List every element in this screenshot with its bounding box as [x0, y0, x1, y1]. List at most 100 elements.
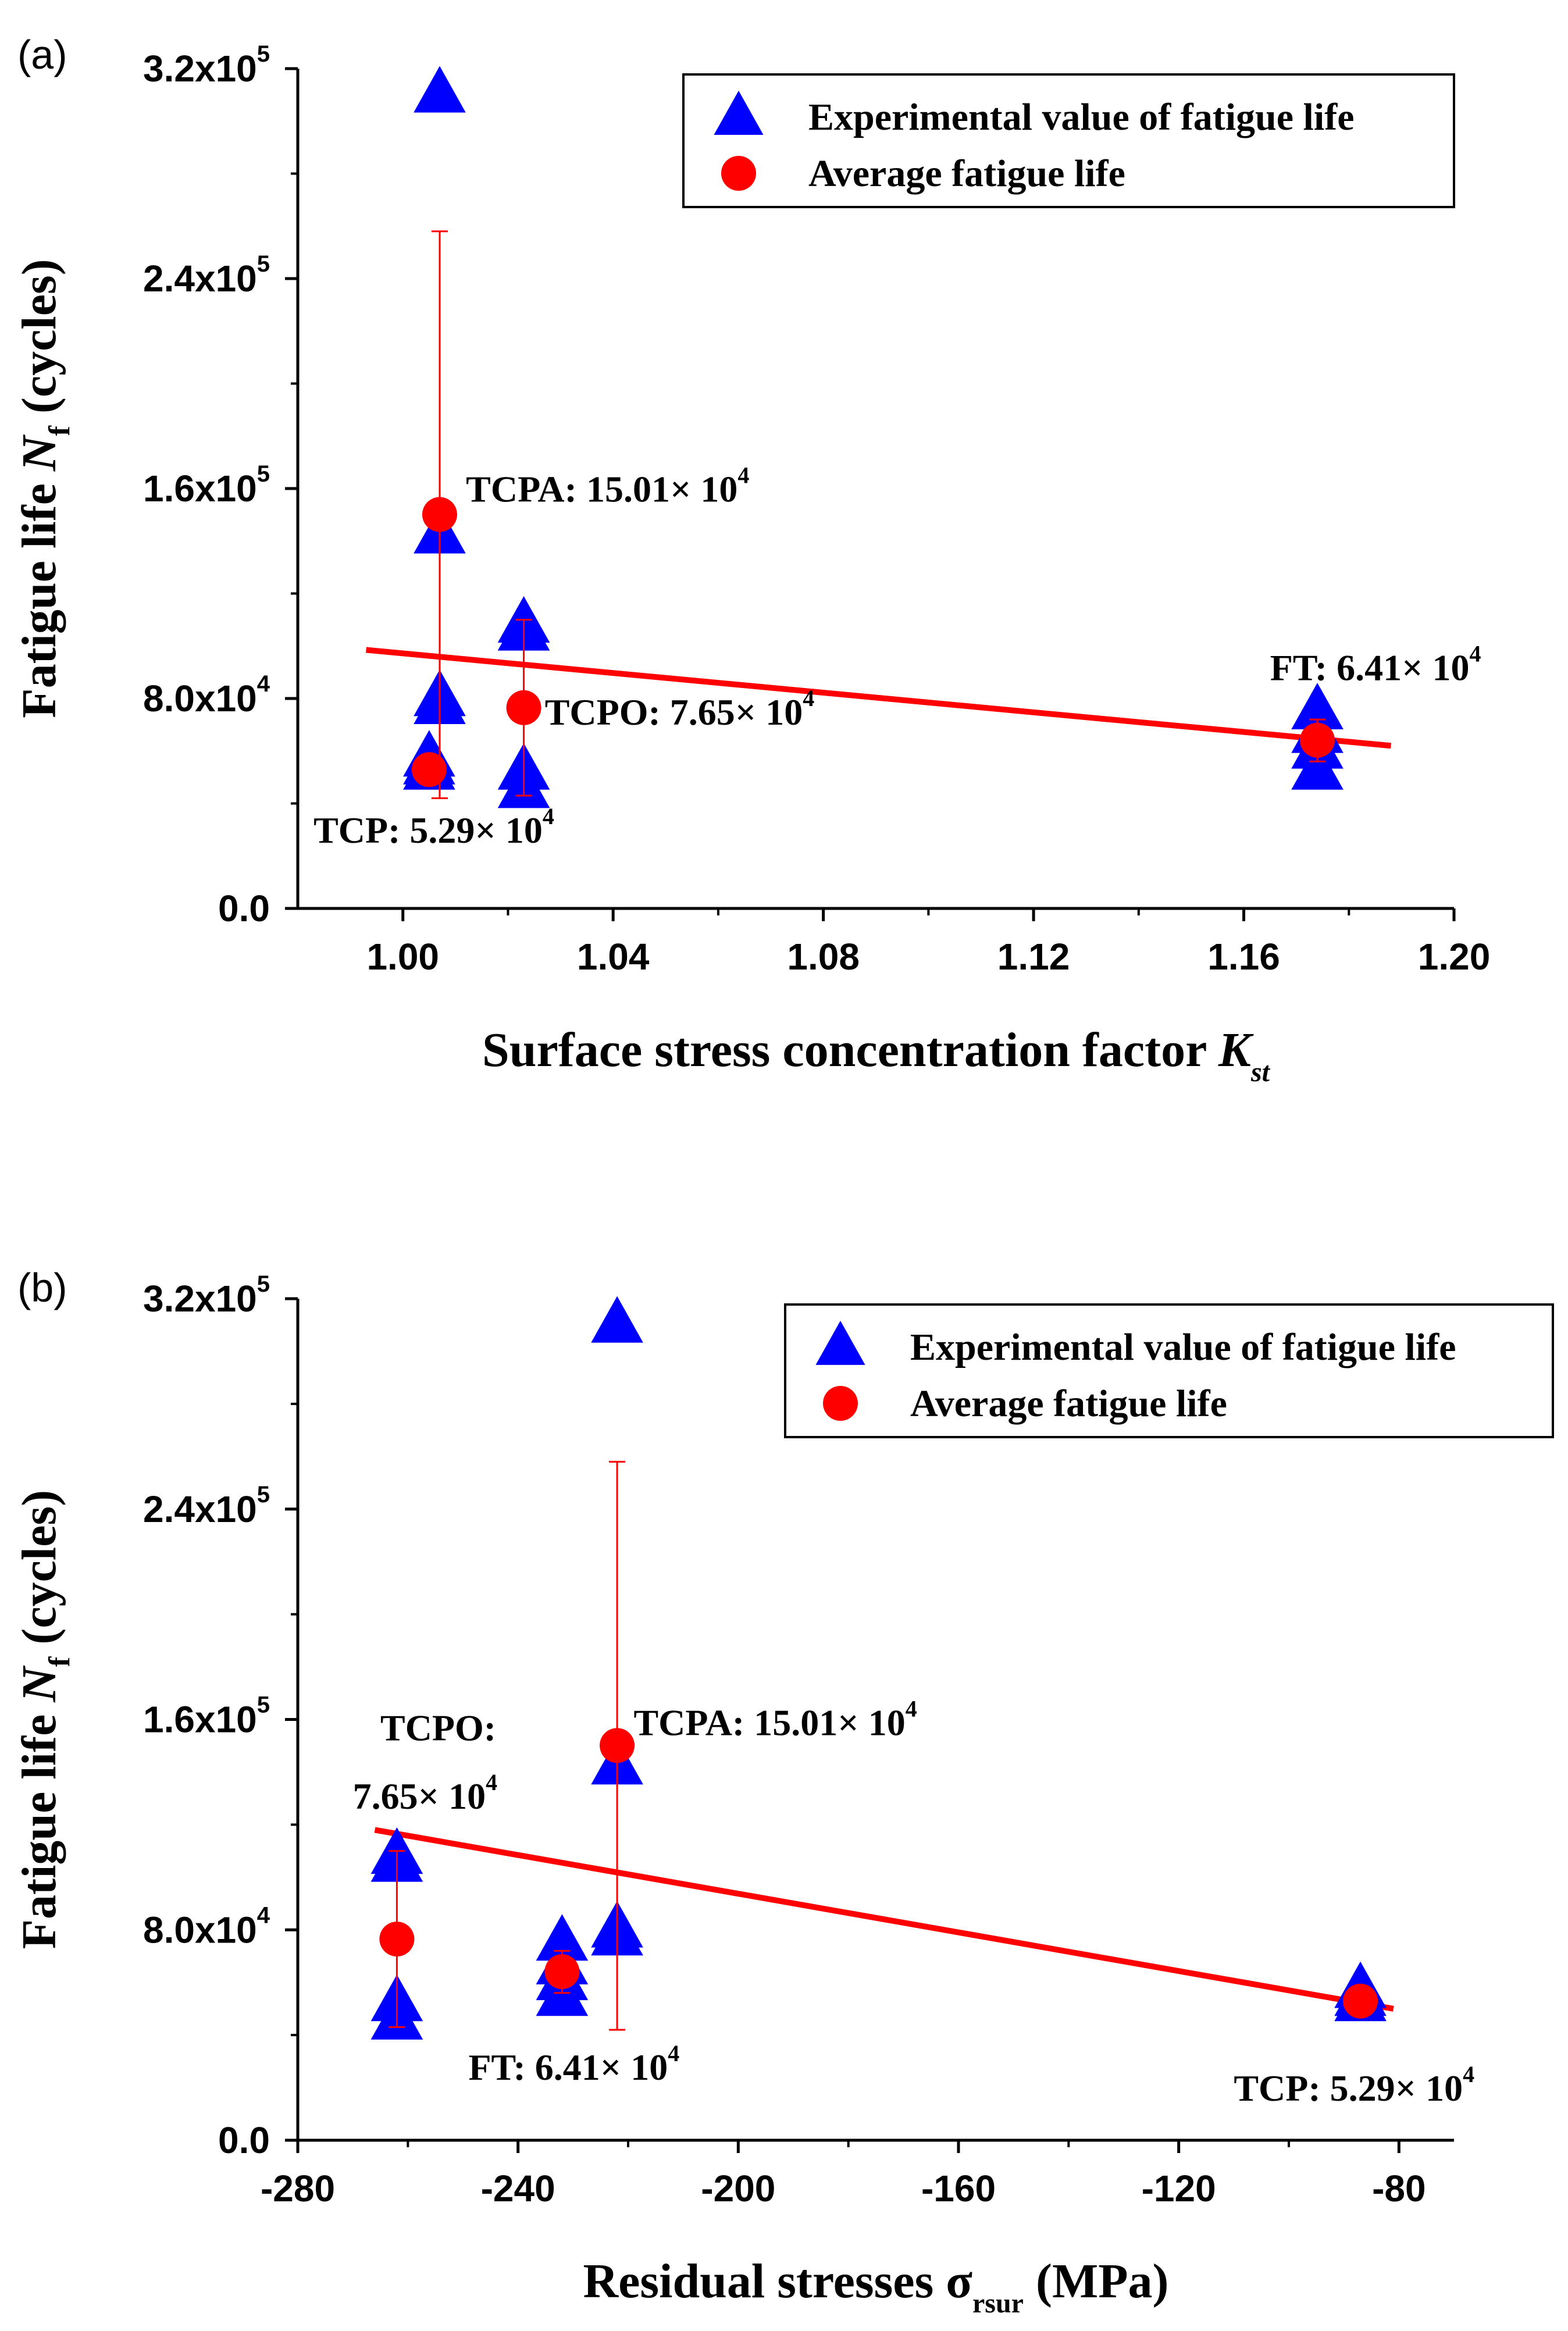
y-tick-label-base: 1.6x10	[143, 468, 257, 509]
annotation-exponent: 4	[1463, 2061, 1474, 2087]
x-tick-label: -160	[921, 2168, 996, 2209]
y-axis-title-symbol: N	[12, 1665, 66, 1703]
x-axis-title-text: Surface stress concentration factor	[482, 1023, 1218, 1077]
legend-triangle-icon	[714, 90, 764, 135]
y-tick-label-exponent: 4	[257, 671, 270, 697]
y-axis-title-unit: (cycles)	[12, 259, 66, 426]
y-tick-label-exponent: 5	[257, 1482, 270, 1507]
y-axis-title-symbol: N	[12, 434, 66, 472]
x-tick-label: -120	[1142, 2168, 1216, 2209]
annotation-label: FT: 6.41× 104	[468, 2040, 679, 2088]
y-tick-label-base: 8.0x10	[143, 1909, 257, 1951]
y-tick-label: 1.6x105	[143, 1692, 270, 1741]
annotation-label: FT: 6.41× 104	[1270, 640, 1481, 688]
annotation-text: TCP: 5.29× 10	[313, 810, 543, 851]
legend-circle-icon	[721, 156, 756, 191]
experimental-point	[414, 66, 466, 113]
x-tick-label: 1.00	[366, 936, 439, 978]
x-axis-title: Surface stress concentration factor Kst	[482, 1023, 1271, 1088]
y-tick-label-base: 2.4x10	[143, 258, 257, 300]
legend-circle-icon	[823, 1386, 858, 1421]
annotation-text: FT: 6.41× 10	[468, 2047, 668, 2088]
y-tick-label: 0.0	[218, 888, 270, 929]
panel-label: (b)	[17, 1265, 67, 1310]
x-axis-title: Residual stresses σrsur (MPa)	[583, 2254, 1168, 2319]
y-tick-label-base: 0.0	[218, 888, 270, 929]
annotation-text: TCPO: 7.65× 10	[545, 692, 803, 733]
y-axis-title-text: Fatigue life	[12, 1702, 66, 1949]
x-tick-label: 1.08	[787, 936, 860, 978]
y-tick-label: 2.4x105	[143, 1482, 270, 1530]
x-axis-title-symbol: σ	[946, 2254, 972, 2308]
x-tick-label: 1.16	[1207, 936, 1280, 978]
average-point	[1300, 722, 1335, 758]
y-tick-label-base: 0.0	[218, 2119, 270, 2161]
y-tick-label: 1.6x105	[143, 461, 270, 509]
annotation-text: TCPO:	[380, 1708, 496, 1749]
annotation-exponent: 4	[906, 1696, 917, 1722]
legend-triangle-icon	[815, 1320, 865, 1365]
annotation-exponent: 4	[543, 803, 554, 829]
experimental-point	[1291, 682, 1344, 729]
annotation-label: TCP: 5.29× 104	[313, 803, 554, 851]
average-point	[544, 1954, 580, 1990]
y-axis-title-subscript: f	[43, 425, 76, 436]
annotation-text: FT: 6.41× 10	[1270, 647, 1470, 688]
annotation-text: TCP: 5.29× 10	[1234, 2068, 1463, 2109]
average-point	[506, 690, 541, 725]
y-axis-title: Fatigue life Nf (cycles)	[12, 259, 76, 718]
annotation-exponent: 4	[486, 1769, 497, 1795]
trendline	[374, 1827, 1394, 2012]
legend-label-average: Average fatigue life	[808, 152, 1125, 195]
x-tick-label: -80	[1372, 2168, 1426, 2209]
x-axis-title-symbol: K	[1218, 1023, 1254, 1077]
x-axis-title-text: Residual stresses	[583, 2254, 946, 2308]
y-tick-label: 0.0	[218, 2119, 270, 2161]
annotation-exponent: 4	[668, 2040, 679, 2066]
y-axis-title: Fatigue life Nf (cycles)	[12, 1490, 76, 1949]
y-tick-label: 3.2x105	[143, 1271, 270, 1320]
y-tick-label: 2.4x105	[143, 251, 270, 300]
y-tick-label-base: 8.0x10	[143, 678, 257, 719]
x-axis-title-subscript: st	[1250, 1057, 1271, 1088]
experimental-point	[536, 1914, 589, 1961]
y-tick-label-base: 3.2x10	[143, 1278, 257, 1320]
y-tick-label-exponent: 5	[257, 41, 270, 67]
y-tick-label-exponent: 5	[257, 251, 270, 277]
y-axis-title-text: Fatigue life	[12, 471, 66, 718]
annotation-label: TCPO: 7.65× 104	[545, 685, 815, 733]
annotation-label: TCP: 5.29× 104	[1234, 2061, 1474, 2109]
x-tick-label: -240	[481, 2168, 555, 2209]
experimental-point	[591, 1296, 643, 1343]
annotation-label: TCPA: 15.01× 104	[633, 1696, 917, 1744]
x-tick-label: 1.20	[1418, 936, 1491, 978]
y-tick-label: 8.0x104	[143, 671, 270, 719]
y-tick-label-exponent: 4	[257, 1902, 270, 1928]
legend-label-experimental: Experimental value of fatigue life	[910, 1326, 1456, 1368]
x-axis-title-subscript: rsur	[972, 2288, 1024, 2319]
annotation-text: TCPA: 15.01× 10	[633, 1702, 905, 1744]
average-point	[379, 1922, 415, 1957]
y-tick-label-base: 3.2x10	[143, 48, 257, 90]
legend-label-experimental: Experimental value of fatigue life	[808, 96, 1355, 138]
y-tick-label-base: 1.6x10	[143, 1699, 257, 1741]
annotation-text: 7.65× 10	[353, 1776, 486, 1817]
x-tick-label: 1.04	[577, 936, 650, 978]
y-tick-label-exponent: 5	[257, 1271, 270, 1297]
trendline	[366, 647, 1392, 749]
annotation-label: TCPO:	[380, 1708, 496, 1749]
x-tick-label: 1.12	[997, 936, 1070, 978]
x-tick-label: -200	[701, 2168, 775, 2209]
x-axis-title-unit: (MPa)	[1024, 2254, 1169, 2308]
panel-label: (a)	[17, 32, 67, 77]
average-point	[1343, 1983, 1378, 2019]
annotation-exponent: 4	[737, 462, 749, 489]
y-tick-label: 3.2x105	[143, 41, 270, 90]
y-tick-label-exponent: 5	[257, 461, 270, 487]
y-tick-label-exponent: 5	[257, 1692, 270, 1718]
annotation-exponent: 4	[803, 685, 814, 711]
average-point	[422, 497, 457, 532]
